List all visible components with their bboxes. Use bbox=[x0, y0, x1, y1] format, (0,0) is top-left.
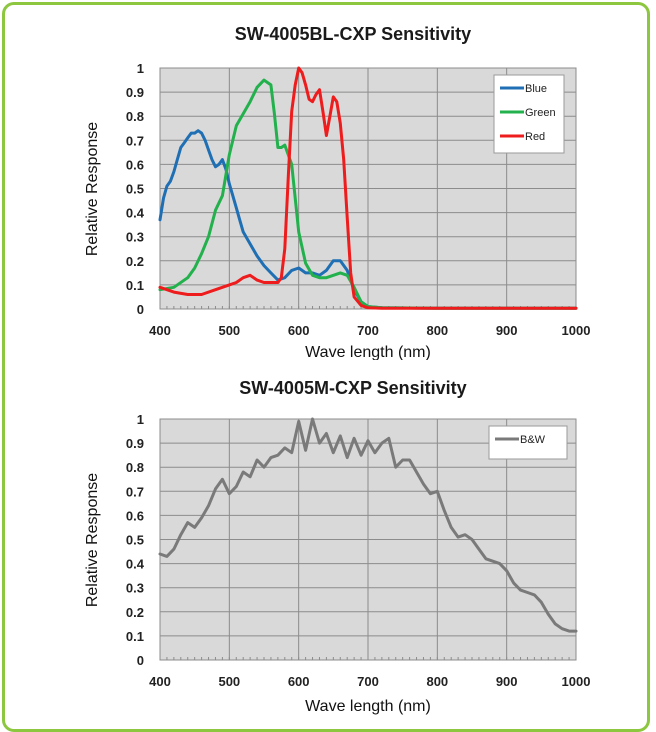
legend-label-blue: Blue bbox=[525, 83, 547, 95]
y-tick-label: 0.9 bbox=[126, 436, 144, 451]
x-tick-label: 500 bbox=[218, 323, 240, 338]
chart-title: SW-4005BL-CXP Sensitivity bbox=[235, 24, 471, 44]
y-tick-label: 0.3 bbox=[126, 581, 144, 596]
y-tick-label: 1 bbox=[137, 412, 144, 427]
x-tick-label: 1000 bbox=[562, 323, 591, 338]
y-axis-label: Relative Response bbox=[84, 122, 101, 256]
series-line-blue bbox=[158, 129, 578, 310]
y-tick-label: 0.6 bbox=[126, 157, 144, 172]
y-tick-label: 0.4 bbox=[126, 206, 145, 221]
x-tick-label: 600 bbox=[288, 323, 310, 338]
x-tick-label: 800 bbox=[426, 323, 448, 338]
legend-label-red: Red bbox=[525, 131, 545, 143]
y-tick-label: 0.5 bbox=[126, 182, 144, 197]
x-axis-label: Wave length (nm) bbox=[305, 344, 431, 360]
y-tick-label: 0.3 bbox=[126, 230, 144, 245]
series-group bbox=[158, 417, 578, 633]
y-tick-label: 0.2 bbox=[126, 254, 144, 269]
mono-sensitivity-chart: SW-4005M-CXP Sensitivity 0 0.1 0.2 0.3 0.4 0.… bbox=[84, 378, 590, 715]
y-tick-labels: 0 0.1 0.2 0.3 0.4 0.5 0.6 0.7 0.8 0.9 1 bbox=[126, 412, 145, 668]
y-tick-label: 0.1 bbox=[126, 629, 144, 644]
x-tick-label: 400 bbox=[149, 674, 171, 689]
y-tick-labels: 0 0.1 0.2 0.3 0.4 0.5 0.6 0.7 0.8 0.9 1 bbox=[126, 61, 145, 317]
x-tick-label: 600 bbox=[288, 674, 310, 689]
legend-label-b-w: B&W bbox=[520, 434, 546, 446]
x-tick-label: 1000 bbox=[562, 674, 591, 689]
legend: Blue Green Red bbox=[493, 74, 565, 154]
y-tick-label: 0 bbox=[137, 302, 144, 317]
x-tick-label: 900 bbox=[496, 323, 518, 338]
legend-label-green: Green bbox=[525, 107, 556, 119]
chart-title: SW-4005M-CXP Sensitivity bbox=[239, 378, 466, 398]
legend: B&W bbox=[488, 425, 568, 460]
x-tick-label: 400 bbox=[149, 323, 171, 338]
plot-border bbox=[159, 418, 577, 661]
grid-lines bbox=[159, 67, 577, 310]
y-tick-label: 0.8 bbox=[126, 109, 144, 124]
x-tick-label: 700 bbox=[357, 674, 379, 689]
y-tick-label: 0.7 bbox=[126, 133, 144, 148]
y-tick-label: 1 bbox=[137, 61, 144, 76]
y-tick-label: 0.6 bbox=[126, 508, 144, 523]
y-tick-label: 0.2 bbox=[126, 605, 144, 620]
y-tick-label: 0.5 bbox=[126, 533, 144, 548]
series-line-red bbox=[158, 66, 578, 310]
x-tick-label: 900 bbox=[496, 674, 518, 689]
x-axis-label: Wave length (nm) bbox=[305, 698, 431, 715]
y-axis-label: Relative Response bbox=[84, 473, 101, 607]
y-tick-label: 0.8 bbox=[126, 460, 144, 475]
x-tick-label: 500 bbox=[218, 674, 240, 689]
y-tick-label: 0.4 bbox=[126, 557, 145, 572]
y-tick-label: 0.1 bbox=[126, 278, 144, 293]
x-tick-label: 800 bbox=[426, 674, 448, 689]
x-tick-labels: 400 500 600 700 800 900 1000 bbox=[149, 674, 590, 689]
y-tick-label: 0.9 bbox=[126, 85, 144, 100]
x-tick-label: 700 bbox=[357, 323, 379, 338]
series-line-b-w bbox=[158, 417, 578, 633]
y-tick-label: 0 bbox=[137, 653, 144, 668]
legend-box bbox=[488, 425, 568, 460]
x-tick-labels: 400 500 600 700 800 900 1000 bbox=[149, 323, 590, 338]
y-tick-label: 0.7 bbox=[126, 484, 144, 499]
series-group bbox=[158, 66, 578, 310]
color-sensitivity-chart: SW-4005BL-CXP Sensitivity 00.10.20.30.40… bbox=[84, 24, 590, 360]
